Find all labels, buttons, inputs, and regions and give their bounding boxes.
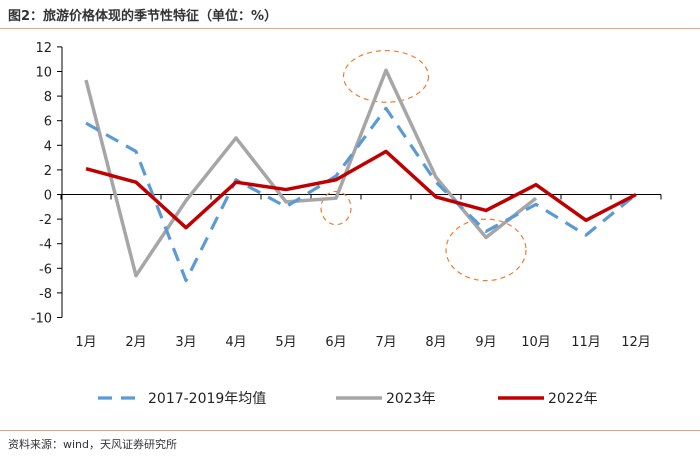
highlight-ellipse: [445, 218, 527, 282]
chart-axes: -10 -8 -6 -4 -2 0 2 4 6 8 10 12 1月 2月 3月 4月 5月 6月 7月 8月 9月 10…: [31, 41, 662, 350]
x-tick-label: 2月: [125, 335, 146, 350]
y-tick-label: -6: [39, 262, 52, 277]
y-tick-label: -2: [39, 213, 52, 228]
line-chart: -10 -8 -6 -4 -2 0 2 4 6 8 10 12 1月 2月 3月 4月 5月 6月 7月 8月 9月 10…: [31, 41, 662, 407]
chart-legend: 2017-2019年均值 2023年 2022年: [98, 391, 598, 407]
x-tick-label: 12月: [621, 335, 651, 350]
highlight-ellipse: [342, 49, 430, 103]
title-divider: [0, 28, 700, 29]
y-tick-label: -4: [39, 238, 52, 253]
legend-label: 2022年: [548, 391, 598, 407]
y-tick-label: -10: [31, 312, 52, 327]
x-tick-label: 3月: [175, 335, 196, 350]
x-tick-label: 7月: [375, 335, 396, 350]
y-tick-label: 10: [35, 66, 52, 81]
x-tick-label: 9月: [475, 335, 496, 350]
highlight-ellipse: [320, 190, 352, 226]
y-tick-label: -8: [39, 287, 52, 302]
y-tick-label: 0: [44, 189, 52, 204]
x-tick-label: 1月: [75, 335, 96, 350]
source-divider: [0, 430, 700, 431]
y-tick-label: 6: [44, 115, 52, 130]
x-tick-label: 10月: [521, 335, 551, 350]
x-tick-label: 4月: [225, 335, 246, 350]
series-line-2: [85, 149, 637, 230]
x-tick-label: 8月: [425, 335, 446, 350]
figure-title: 图2：旅游价格体现的季节性特征（单位：%）: [8, 9, 278, 24]
y-tick-label: 12: [35, 41, 52, 56]
source-note: 资料来源：wind，天风证券研究所: [8, 438, 178, 451]
y-tick-label: 2: [44, 164, 52, 179]
chart-series: [84, 68, 638, 283]
y-tick-label: 4: [44, 139, 52, 154]
x-tick-label: 6月: [325, 335, 346, 350]
x-tick-label: 11月: [571, 335, 601, 350]
series-line-0: [85, 106, 638, 283]
y-tick-label: 8: [44, 90, 52, 105]
x-tick-label: 5月: [275, 335, 296, 350]
legend-label: 2023年: [386, 391, 436, 407]
legend-label: 2017-2019年均值: [148, 391, 266, 407]
chart-annotations: [320, 49, 527, 282]
series-line-1: [84, 68, 538, 278]
